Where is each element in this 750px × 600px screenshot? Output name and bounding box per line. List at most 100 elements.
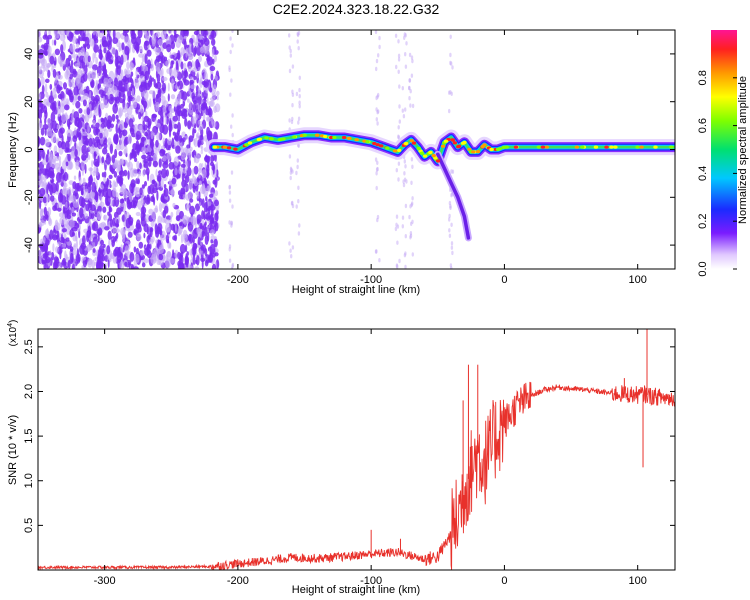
noise-speckle <box>159 244 164 254</box>
faint-speckle <box>451 65 454 70</box>
noise-speckle <box>162 161 169 169</box>
noise-speckle <box>122 31 128 36</box>
noise-speckle <box>79 207 84 219</box>
faint-speckle <box>288 118 291 123</box>
noise-speckle <box>92 119 96 127</box>
noise-speckle <box>185 257 189 262</box>
faint-speckle <box>288 33 291 38</box>
noise-speckle <box>202 219 204 226</box>
faint-speckle <box>231 30 234 33</box>
noise-speckle <box>90 233 95 239</box>
noise-speckle <box>49 55 55 65</box>
spectrogram-ytick-label: 0 <box>23 146 35 152</box>
colorbar-tick-label: 0.4 <box>697 166 709 181</box>
noise-speckle <box>196 254 200 266</box>
noise-speckle <box>65 30 69 36</box>
faint-speckle <box>410 55 414 60</box>
noise-speckle <box>182 30 189 37</box>
faint-speckle <box>296 31 299 37</box>
faint-speckle <box>405 41 408 46</box>
noise-speckle <box>146 49 152 57</box>
noise-speckle <box>103 171 107 178</box>
ridge-hotspot <box>244 143 249 147</box>
noise-speckle <box>193 47 196 57</box>
noise-speckle <box>212 58 215 65</box>
noise-speckle <box>59 193 64 203</box>
faint-speckle <box>450 61 453 66</box>
noise-speckle <box>197 141 200 147</box>
faint-speckle <box>197 120 201 125</box>
noise-speckle <box>157 89 162 98</box>
faint-speckle <box>408 85 411 91</box>
noise-speckle <box>91 69 97 79</box>
faint-speckle <box>298 94 301 99</box>
ridge-hotspot <box>482 143 487 147</box>
noise-speckle <box>205 116 210 122</box>
noise-speckle <box>87 123 90 134</box>
noise-speckle <box>157 38 163 46</box>
noise-speckle <box>111 154 116 164</box>
noise-speckle <box>214 177 218 188</box>
noise-speckle <box>108 174 113 180</box>
noise-speckle <box>182 100 186 107</box>
faint-speckle <box>404 164 407 169</box>
faint-speckle <box>403 253 407 258</box>
noise-speckle <box>103 47 107 54</box>
noise-speckle <box>116 164 121 174</box>
noise-speckle <box>136 160 140 170</box>
noise-speckle <box>206 185 212 192</box>
noise-speckle <box>106 52 112 59</box>
faint-speckle <box>401 215 405 220</box>
noise-speckle <box>123 122 128 129</box>
noise-speckle <box>53 39 57 46</box>
ridge-hotspot <box>385 146 390 150</box>
ridge-hotspot <box>323 134 328 139</box>
noise-speckle <box>38 175 43 180</box>
noise-speckle <box>52 68 57 78</box>
faint-speckle <box>375 95 378 101</box>
noise-speckle <box>173 32 177 43</box>
ridge-hotspot <box>397 148 402 152</box>
noise-speckle <box>200 231 206 237</box>
noise-speckle <box>41 84 45 94</box>
noise-speckle <box>95 180 98 189</box>
ridge-hotspot <box>302 133 307 137</box>
noise-speckle <box>114 181 118 188</box>
ridge-hotspot <box>462 140 467 145</box>
noise-speckle <box>81 165 84 176</box>
noise-speckle <box>101 41 108 47</box>
faint-speckle <box>404 52 407 57</box>
noise-speckle <box>162 137 166 146</box>
faint-speckle <box>298 87 301 93</box>
noise-speckle <box>150 63 155 72</box>
spectrogram-ylabel: Frequency (Hz) <box>7 112 19 188</box>
faint-speckle <box>395 263 399 268</box>
noise-speckle <box>158 253 164 261</box>
noise-speckle <box>49 83 53 90</box>
noise-speckle <box>83 206 86 216</box>
faint-speckle <box>296 158 299 163</box>
noise-speckle <box>99 132 103 139</box>
noise-speckle <box>92 221 99 232</box>
faint-speckle <box>198 87 201 92</box>
faint-speckle <box>230 170 234 175</box>
noise-speckle <box>92 248 96 253</box>
noise-speckle <box>81 131 88 136</box>
noise-speckle <box>130 179 136 189</box>
noise-speckle <box>164 141 168 149</box>
noise-speckle <box>98 227 103 236</box>
noise-speckle <box>94 257 98 262</box>
ridge-hotspot <box>475 150 481 154</box>
noise-speckle <box>110 197 114 207</box>
noise-speckle <box>78 108 83 114</box>
noise-speckle <box>104 99 108 106</box>
noise-speckle <box>156 190 159 201</box>
noise-speckle <box>177 110 183 117</box>
noise-speckle <box>46 102 51 107</box>
noise-speckle <box>88 218 91 226</box>
noise-speckle <box>181 179 187 188</box>
noise-speckle <box>108 59 114 65</box>
noise-speckle <box>114 235 118 242</box>
faint-speckle <box>297 231 301 236</box>
noise-speckle <box>159 229 163 236</box>
